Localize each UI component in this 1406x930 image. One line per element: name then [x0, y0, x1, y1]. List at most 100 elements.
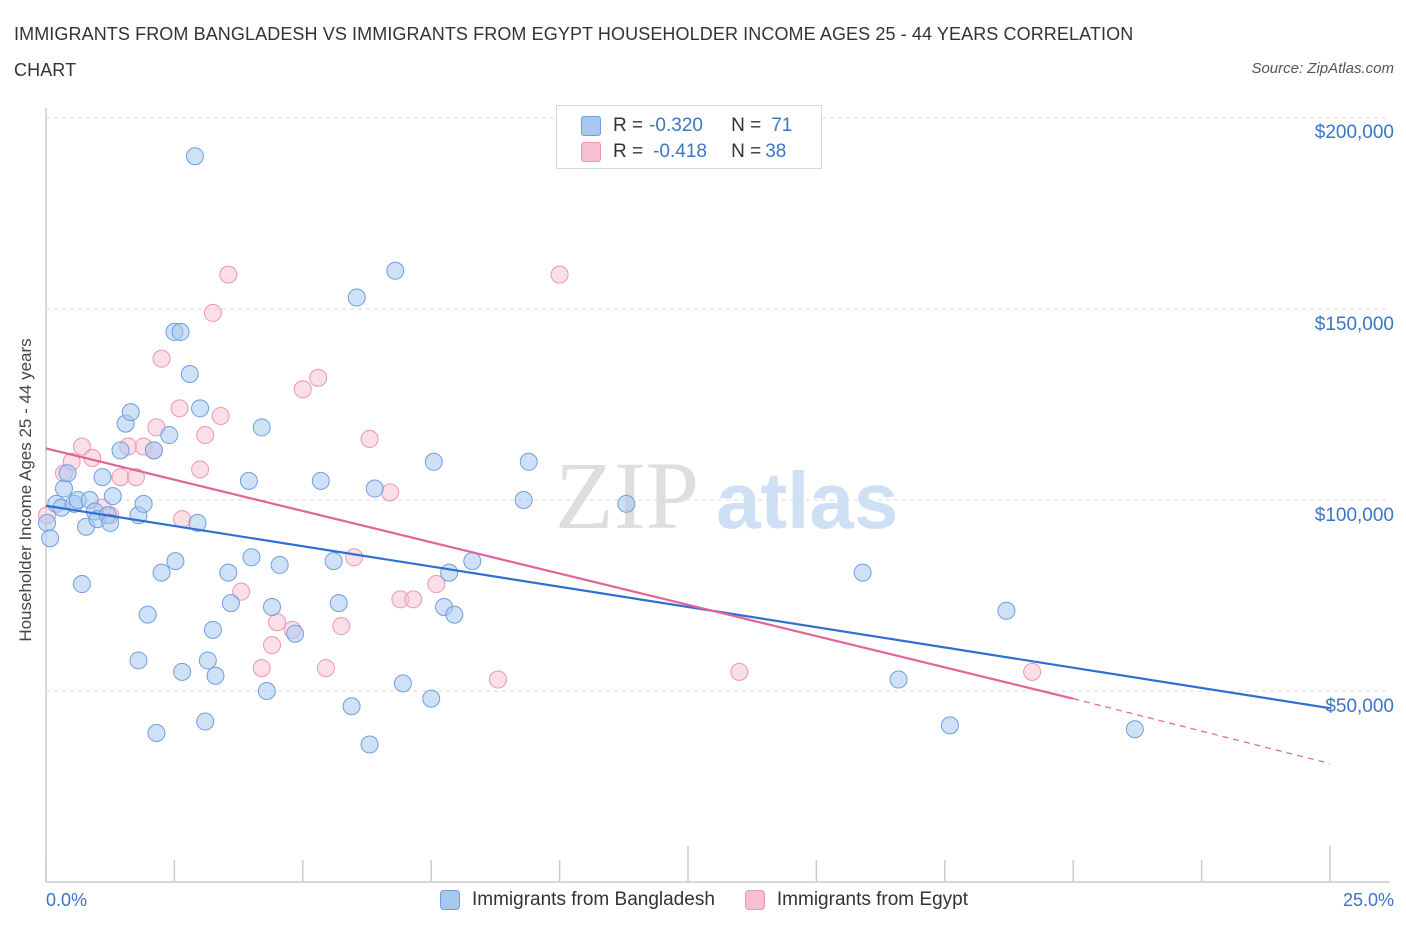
data-point-egypt: [252, 659, 271, 678]
data-point-egypt: [196, 426, 215, 445]
correlation-legend: R = -0.320 N = 71 R = -0.418 N = 38: [556, 105, 822, 169]
data-point-bangladesh: [252, 418, 271, 437]
data-point-egypt: [360, 429, 379, 448]
data-point-bangladesh: [191, 399, 210, 418]
data-point-egypt: [268, 613, 287, 632]
chart-title: IMMIGRANTS FROM BANGLADESH VS IMMIGRANTS…: [14, 24, 1134, 80]
data-point-bangladesh: [239, 471, 258, 490]
data-point-bangladesh: [152, 563, 171, 582]
trendlines: [45, 447, 1331, 765]
legend-r-value: -0.418: [653, 141, 707, 162]
data-point-egypt: [170, 399, 189, 418]
data-point-bangladesh: [219, 563, 238, 582]
data-point-bangladesh: [347, 288, 366, 307]
data-point-bangladesh: [853, 563, 872, 582]
legend-n-value: 38: [765, 141, 787, 162]
gridlines: [46, 117, 1390, 692]
data-point-bangladesh: [103, 487, 122, 506]
axes: [45, 108, 1390, 883]
data-point-bangladesh: [519, 452, 538, 471]
legend-n-label: N =: [731, 115, 762, 136]
y-tick-label-100k: $100,000: [1314, 505, 1394, 526]
trendline-egypt-extension: [1073, 698, 1331, 765]
data-point-bangladesh: [196, 712, 215, 731]
data-point-bangladesh: [440, 563, 459, 582]
data-point-bangladesh: [185, 147, 204, 166]
legend-n-value: 71: [771, 115, 793, 136]
data-point-egypt: [316, 659, 335, 678]
data-point-bangladesh: [166, 552, 185, 571]
data-point-egypt: [262, 636, 281, 655]
data-point-bangladesh: [93, 468, 112, 487]
data-point-bangladesh: [270, 555, 289, 574]
trendline-egypt: [45, 447, 1074, 700]
data-point-bangladesh: [72, 575, 91, 594]
data-point-bangladesh: [41, 529, 60, 548]
legend-row-egypt: R = -0.418 N = 38: [581, 140, 786, 164]
data-point-egypt: [404, 590, 423, 609]
data-point-bangladesh: [54, 479, 73, 498]
y-tick-label-200k: $200,000: [1314, 122, 1394, 143]
data-point-bangladesh: [221, 594, 240, 613]
legend-item-bangladesh[interactable]: Immigrants from Bangladesh: [440, 889, 715, 911]
data-point-bangladesh: [129, 651, 148, 670]
series-legend: Immigrants from Bangladesh Immigrants fr…: [440, 889, 998, 911]
data-point-egypt: [111, 468, 130, 487]
data-point-bangladesh: [38, 513, 57, 532]
data-point-egypt: [381, 483, 400, 502]
data-point-bangladesh: [329, 594, 348, 613]
data-point-egypt: [488, 670, 507, 689]
data-point-egypt: [72, 437, 91, 456]
data-point-egypt: [730, 662, 749, 681]
legend-swatch-bangladesh: [440, 890, 460, 910]
y-tick-label-150k: $150,000: [1314, 314, 1394, 335]
data-point-egypt: [211, 406, 230, 425]
data-point-bangladesh: [188, 513, 207, 532]
legend-item-egypt[interactable]: Immigrants from Egypt: [744, 889, 968, 911]
data-point-bangladesh: [617, 494, 636, 513]
data-point-egypt: [550, 265, 569, 284]
data-point-bangladesh: [101, 513, 120, 532]
data-point-bangladesh: [463, 552, 482, 571]
data-point-egypt: [173, 510, 192, 529]
data-point-bangladesh: [242, 548, 261, 567]
data-point-egypt: [126, 468, 145, 487]
data-point-bangladesh: [203, 620, 222, 639]
data-point-bangladesh: [138, 605, 157, 624]
data-point-bangladesh: [147, 724, 166, 743]
data-point-bangladesh: [422, 689, 441, 708]
series-bangladesh: [38, 147, 1144, 754]
data-point-bangladesh: [286, 624, 305, 643]
legend-r-label: R =: [613, 141, 644, 162]
legend-r-value: -0.320: [649, 115, 703, 136]
data-point-bangladesh: [940, 716, 959, 735]
data-point-bangladesh: [144, 441, 163, 460]
legend-n-label: N =: [731, 141, 762, 162]
data-point-egypt: [232, 582, 251, 601]
data-point-bangladesh: [111, 441, 130, 460]
data-point-bangladesh: [58, 464, 77, 483]
data-point-egypt: [191, 460, 210, 479]
legend-swatch-bangladesh: [581, 116, 601, 136]
legend-swatch-egypt: [581, 142, 601, 162]
data-point-egypt: [203, 303, 222, 322]
data-point-bangladesh: [324, 552, 343, 571]
legend-swatch-egypt: [744, 890, 765, 910]
data-point-bangladesh: [342, 697, 361, 716]
data-point-bangladesh: [365, 479, 384, 498]
data-point-egypt: [427, 575, 446, 594]
data-point-bangladesh: [997, 601, 1016, 620]
data-point-bangladesh: [514, 491, 533, 509]
data-point-bangladesh: [121, 403, 140, 422]
y-tick-label-50k: $50,000: [1325, 696, 1394, 717]
legend-label-egypt: Immigrants from Egypt: [776, 889, 968, 910]
legend-r-label: R =: [613, 115, 644, 136]
data-point-bangladesh: [424, 452, 443, 471]
data-point-bangladesh: [173, 662, 192, 681]
data-point-bangladesh: [257, 682, 276, 700]
data-point-bangladesh: [1125, 720, 1144, 739]
data-point-bangladesh: [198, 651, 217, 670]
x-tick-label-min: 0.0%: [46, 890, 88, 910]
data-point-bangladesh: [206, 666, 225, 685]
